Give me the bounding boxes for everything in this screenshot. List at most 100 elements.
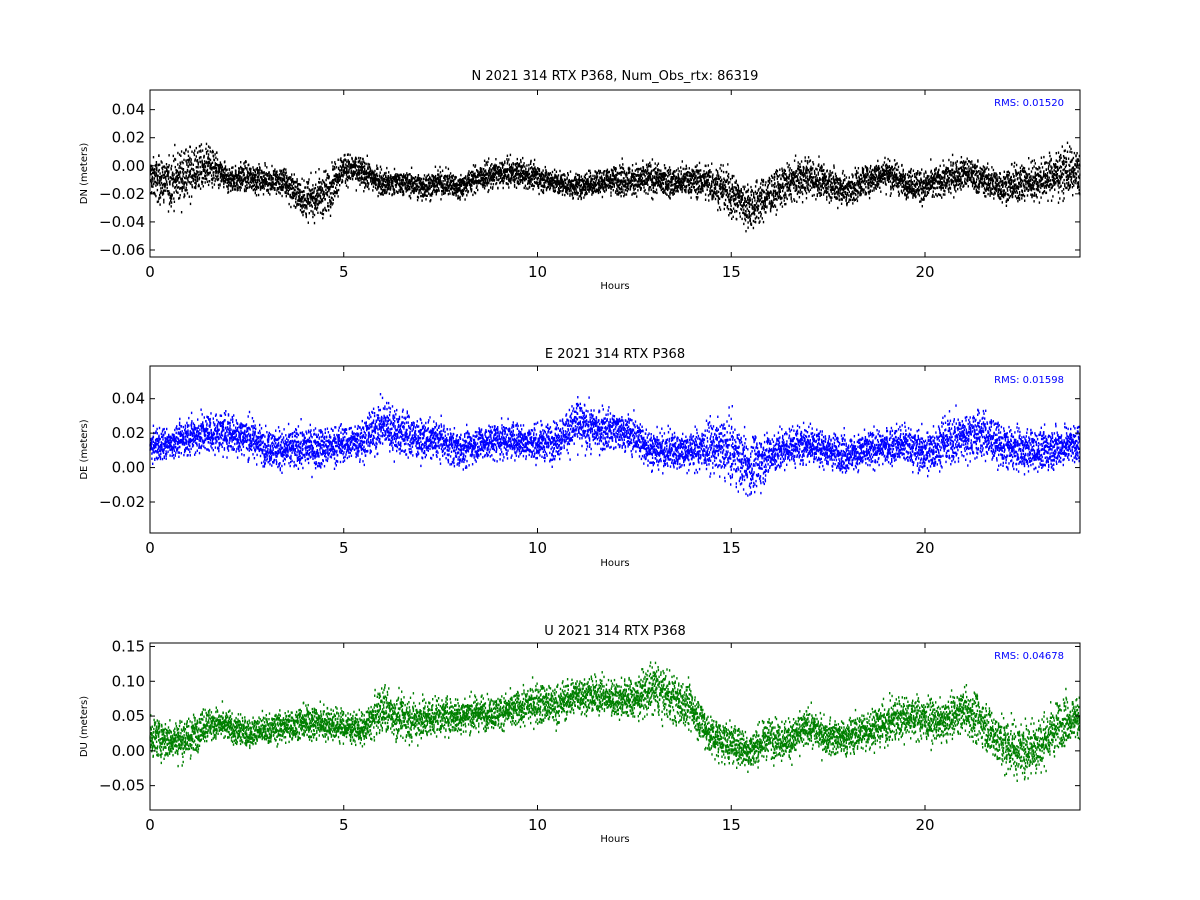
north-data-point	[168, 171, 169, 173]
north-data-point	[312, 188, 313, 190]
north-data-point	[578, 184, 579, 186]
north-data-point	[455, 193, 456, 195]
north-data-point	[200, 150, 201, 152]
north-data-point	[642, 177, 643, 179]
north-data-point	[583, 196, 584, 198]
north-data-point	[542, 169, 543, 171]
north-data-point	[375, 187, 376, 189]
north-data-point	[180, 194, 181, 196]
north-data-point	[280, 177, 281, 179]
north-data-point	[464, 183, 465, 185]
north-data-point	[448, 168, 449, 170]
north-data-point	[720, 186, 721, 188]
north-data-point	[490, 183, 491, 185]
north-data-point	[186, 183, 187, 185]
north-data-point	[315, 205, 316, 207]
north-data-point	[508, 183, 509, 185]
north-data-point	[164, 189, 165, 191]
north-data-point	[534, 159, 535, 161]
north-data-point	[224, 160, 225, 162]
north-data-point	[333, 199, 334, 201]
north-data-point	[286, 175, 287, 177]
north-data-point	[309, 202, 310, 204]
north-data-point	[532, 178, 533, 180]
north-data-point	[717, 172, 718, 174]
north-data-point	[264, 162, 265, 164]
north-data-point	[708, 186, 709, 188]
north-data-point	[295, 201, 296, 203]
north-data-point	[343, 164, 344, 166]
north-data-point	[298, 203, 299, 205]
north-data-point	[696, 183, 697, 185]
north-data-point	[685, 191, 686, 193]
north-data-point	[302, 201, 303, 203]
north-data-point	[610, 194, 611, 196]
north-data-point	[514, 185, 515, 187]
north-data-point	[503, 187, 504, 189]
north-data-point	[323, 213, 324, 215]
north-data-point	[717, 183, 718, 185]
north-data-point	[728, 208, 729, 210]
north-data-point	[742, 198, 743, 200]
north-data-point	[334, 195, 335, 197]
north-data-point	[346, 178, 347, 180]
north-data-point	[166, 181, 167, 183]
north-data-point	[384, 189, 385, 191]
north-data-point	[212, 186, 213, 188]
north-data-point	[196, 173, 197, 175]
north-data-point	[459, 196, 460, 198]
north-data-point	[165, 176, 166, 178]
north-data-point	[371, 170, 372, 172]
north-data-point	[211, 163, 212, 165]
north-data-point	[467, 184, 468, 186]
north-data-point	[679, 178, 680, 180]
north-data-point	[359, 173, 360, 175]
north-data-point	[259, 167, 260, 169]
north-data-point	[700, 169, 701, 171]
north-data-point	[723, 164, 724, 166]
north-data-point	[528, 168, 529, 170]
north-data-point	[167, 183, 168, 185]
north-data-point	[557, 177, 558, 179]
north-data-point	[508, 158, 509, 160]
north-data-point	[199, 177, 200, 179]
north-data-point	[594, 175, 595, 177]
north-data-point	[381, 188, 382, 190]
north-data-point	[727, 163, 728, 165]
north-data-point	[204, 169, 205, 171]
north-data-point	[390, 187, 391, 189]
north-data-point	[219, 164, 220, 166]
north-data-point	[154, 171, 155, 173]
north-data-point	[604, 178, 605, 180]
north-data-point	[363, 179, 364, 181]
north-data-point	[611, 169, 612, 171]
north-data-point	[520, 161, 521, 163]
north-data-point	[151, 191, 152, 193]
north-data-point	[670, 197, 671, 199]
north-data-point	[200, 188, 201, 190]
north-data-point	[620, 195, 621, 197]
north-data-point	[739, 195, 740, 197]
north-data-point	[729, 212, 730, 214]
north-data-point	[581, 184, 582, 186]
north-data-point	[202, 181, 203, 183]
north-data-point	[507, 155, 508, 157]
north-data-point	[244, 165, 245, 167]
north-data-point	[641, 174, 642, 176]
north-data-point	[623, 177, 624, 179]
north-data-point	[633, 192, 634, 194]
north-data-point	[191, 181, 192, 183]
north-data-point	[381, 168, 382, 170]
north-data-point	[601, 172, 602, 174]
north-data-point	[215, 157, 216, 159]
north-data-point	[311, 196, 312, 198]
north-data-point	[681, 191, 682, 193]
north-data-point	[741, 191, 742, 193]
north-data-point	[407, 177, 408, 179]
north-data-point	[716, 169, 717, 171]
north-data-point	[677, 177, 678, 179]
north-data-point	[568, 174, 569, 176]
north-data-point	[159, 203, 160, 205]
north-data-point	[310, 189, 311, 191]
